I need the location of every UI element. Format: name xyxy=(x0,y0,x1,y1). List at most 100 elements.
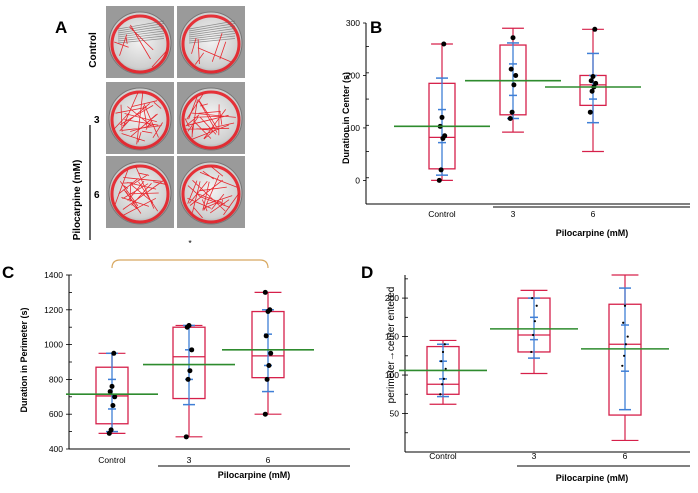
panel-c-y-tick-label: 1200 xyxy=(44,305,63,315)
data-point xyxy=(623,354,626,357)
panel-b-box-6 xyxy=(545,26,641,153)
panel-d-box-Control xyxy=(399,339,487,405)
panel-c-significance-marker: * xyxy=(188,238,192,248)
panel-b-x-tick-label: 6 xyxy=(591,209,596,219)
data-point xyxy=(530,350,533,354)
panel-d-plot: 50 100 150 200 Control 3 6 xyxy=(385,274,690,467)
data-point xyxy=(268,350,274,356)
panel-d-y-tick-label: 50 xyxy=(390,409,400,419)
panel-a: A Control Pilocarpine (mM) 3 6 xyxy=(55,6,245,240)
panel-d-group-label: Pilocarpine (mM) xyxy=(556,473,629,483)
data-point xyxy=(509,109,515,115)
data-point xyxy=(593,80,599,86)
panel-b-label: B xyxy=(370,18,382,37)
panel-b-plot: 0 100 200 300 Control 3 6 xyxy=(346,18,690,219)
panel-c-y-tick-label: 600 xyxy=(49,409,63,419)
data-point xyxy=(533,320,537,323)
data-point xyxy=(589,88,595,94)
panel-c-box-3 xyxy=(143,322,235,440)
panel-c-x-tick-label: Control xyxy=(98,455,126,465)
panel-b-y-tick-label: 300 xyxy=(346,18,360,28)
data-point xyxy=(441,383,444,386)
panel-c-y-tick-label: 400 xyxy=(49,444,63,454)
panel-b-box-3 xyxy=(465,27,561,133)
panel-d-x-tick-label: 6 xyxy=(623,451,628,461)
data-point xyxy=(264,376,270,382)
data-point xyxy=(112,394,118,400)
panel-b-box-Control xyxy=(394,41,490,183)
data-point xyxy=(439,393,442,396)
data-point xyxy=(621,364,624,367)
data-point xyxy=(441,41,447,47)
data-point xyxy=(590,74,596,80)
panel-a-label: A xyxy=(55,18,67,37)
dish-3mm-2 xyxy=(177,82,245,154)
data-point xyxy=(267,307,273,313)
data-point xyxy=(187,368,193,374)
data-point xyxy=(189,347,195,353)
panel-d-y-axis-label: perimeter→center entered xyxy=(386,287,397,404)
data-point xyxy=(442,377,445,380)
dish-6mm-2 xyxy=(177,156,245,228)
panel-c-x-tick-label: 6 xyxy=(266,455,271,465)
panel-b-x-tick-label: 3 xyxy=(511,209,516,219)
panel-c-significance-bracket xyxy=(111,259,269,269)
panel-c-x-tick-label: 3 xyxy=(187,455,192,465)
data-point xyxy=(443,343,446,346)
panel-d-x-tick-label: 3 xyxy=(532,451,537,461)
data-point xyxy=(588,78,594,84)
panel-d-box-3 xyxy=(490,289,578,375)
panel-c-y-tick-label: 1400 xyxy=(44,270,63,280)
panel-d: D perimeter→center entered Pilocarpine (… xyxy=(361,263,690,483)
data-point xyxy=(624,343,628,346)
data-point xyxy=(532,333,535,337)
data-point xyxy=(186,322,192,328)
panel-c-box-6 xyxy=(222,289,314,417)
panel-c-box-Control xyxy=(66,350,158,436)
data-point xyxy=(592,26,598,32)
data-point xyxy=(436,177,442,183)
data-point xyxy=(185,376,191,382)
row-label-3: 3 xyxy=(94,115,100,126)
panel-d-y-tick-label: 150 xyxy=(385,332,399,342)
dish-6mm-1 xyxy=(106,156,174,228)
dish-3mm-1 xyxy=(106,82,174,154)
panel-c: C Duration in Perimeter (s) Pilocarpine … xyxy=(2,238,350,480)
data-point xyxy=(441,350,445,354)
panel-b-y-axis-label: Duration in Center (s) xyxy=(341,72,351,164)
data-point xyxy=(183,434,189,440)
panel-c-y-tick-label: 800 xyxy=(49,374,63,384)
data-point xyxy=(535,304,538,307)
panel-c-y-tick-label: 1000 xyxy=(44,340,63,350)
dish-image-grid xyxy=(106,6,245,228)
data-point xyxy=(266,362,272,368)
data-point xyxy=(587,109,593,115)
data-point xyxy=(623,304,627,307)
data-point xyxy=(511,82,517,88)
panel-b-x-tick-label: Control xyxy=(428,209,456,219)
panel-c-y-axis-label: Duration in Perimeter (s) xyxy=(19,307,29,412)
data-point xyxy=(107,389,113,395)
data-point xyxy=(262,289,268,295)
panel-b-y-tick-label: 200 xyxy=(346,70,360,80)
panel-b-y-tick-label: 100 xyxy=(346,123,360,133)
data-point xyxy=(531,296,534,300)
panel-c-plot: 400 600 800 1000 1200 1400 Control 3 6 * xyxy=(44,238,350,467)
data-point xyxy=(439,114,445,120)
row-label-6: 6 xyxy=(94,190,100,201)
panel-d-label: D xyxy=(361,263,373,282)
data-point xyxy=(262,411,268,417)
data-point xyxy=(510,35,516,41)
data-point xyxy=(622,321,625,324)
data-point xyxy=(111,350,117,356)
data-point xyxy=(108,427,114,433)
data-point xyxy=(440,360,443,363)
data-point xyxy=(263,333,269,339)
dish-control-2 xyxy=(177,6,245,78)
panel-d-box-6 xyxy=(581,274,669,442)
panel-d-y-tick-label: 200 xyxy=(385,293,399,303)
panel-b-y-tick-label: 0 xyxy=(355,175,360,185)
panel-c-label: C xyxy=(2,263,14,282)
data-point xyxy=(109,383,115,389)
